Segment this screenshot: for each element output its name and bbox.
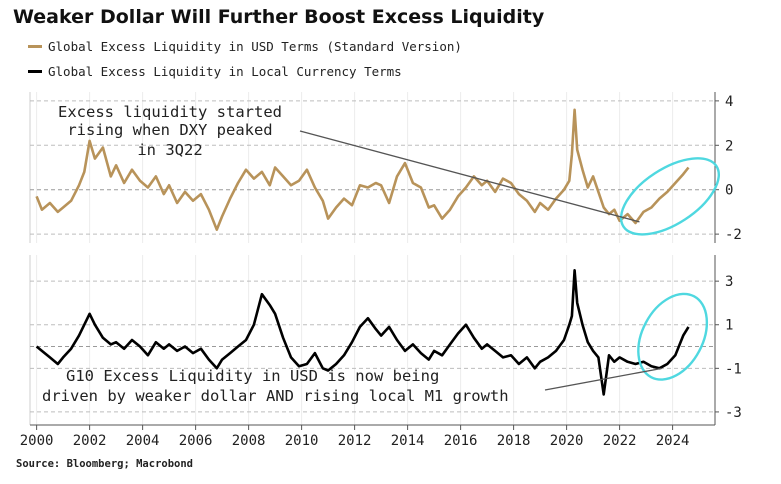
annotation-text-top: in 3Q22 bbox=[137, 141, 202, 159]
source-note: Source: Bloomberg; Macrobond bbox=[16, 458, 194, 470]
x-tick-label: 2020 bbox=[550, 433, 584, 449]
x-tick-label: 2022 bbox=[603, 433, 637, 449]
x-tick-label: 2024 bbox=[656, 433, 690, 449]
series-line-bottom bbox=[35, 269, 690, 396]
x-tick-label: 2016 bbox=[444, 433, 478, 449]
y-tick-label: -2 bbox=[725, 227, 742, 243]
annotation-text-bottom: G10 Excess Liquidity in USD is now being bbox=[66, 367, 439, 385]
x-tick-label: 2008 bbox=[232, 433, 266, 449]
y-tick-label: -3 bbox=[725, 405, 742, 421]
x-tick-label: 2004 bbox=[126, 433, 160, 449]
highlight-ellipse-top bbox=[619, 157, 721, 236]
annotation-pointer-top bbox=[299, 130, 640, 223]
highlight-ellipse-bottom bbox=[637, 292, 709, 381]
legend-label-usd: Global Excess Liquidity in USD Terms (St… bbox=[48, 38, 462, 54]
y-tick-label: 0 bbox=[725, 183, 733, 199]
legend-item-usd: Global Excess Liquidity in USD Terms (St… bbox=[28, 37, 462, 55]
x-tick-label: 2000 bbox=[20, 433, 54, 449]
x-axis: 2000 2002 2004 2006 2008 2010 2012 2014 2016 2018… bbox=[20, 424, 715, 449]
x-tick-label: 2012 bbox=[338, 433, 372, 449]
x-tick-label: 2006 bbox=[179, 433, 213, 449]
annotation-pointer-bottom bbox=[544, 367, 663, 391]
legend-item-local: Global Excess Liquidity in Local Currenc… bbox=[28, 62, 402, 80]
y-tick-label: -1 bbox=[725, 361, 742, 377]
series-line-top bbox=[35, 108, 690, 231]
annotation-text-bottom: driven by weaker dollar AND rising local… bbox=[42, 387, 509, 405]
annotation-text-top: Excess liquidity started bbox=[58, 103, 282, 121]
x-tick-label: 2010 bbox=[285, 433, 319, 449]
x-tick-label: 2014 bbox=[391, 433, 425, 449]
legend-swatch-local bbox=[28, 69, 42, 73]
y-tick-label: 4 bbox=[725, 94, 733, 110]
y-tick-label: 2 bbox=[725, 138, 733, 154]
legend-swatch-usd bbox=[28, 44, 42, 48]
annotation-text-top: rising when DXY peaked bbox=[67, 121, 272, 139]
y-tick-label: 1 bbox=[725, 318, 733, 334]
y-tick-label: 3 bbox=[725, 274, 733, 290]
x-tick-label: 2002 bbox=[73, 433, 107, 449]
x-tick-label: 2018 bbox=[497, 433, 531, 449]
chart-title: Weaker Dollar Will Further Boost Excess … bbox=[13, 6, 545, 28]
panel-bottom: 3 1 -1 -3 G10 Excess Liquidity in USD is now… bbox=[29, 255, 742, 425]
legend-label-local: Global Excess Liquidity in Local Currenc… bbox=[48, 63, 402, 79]
